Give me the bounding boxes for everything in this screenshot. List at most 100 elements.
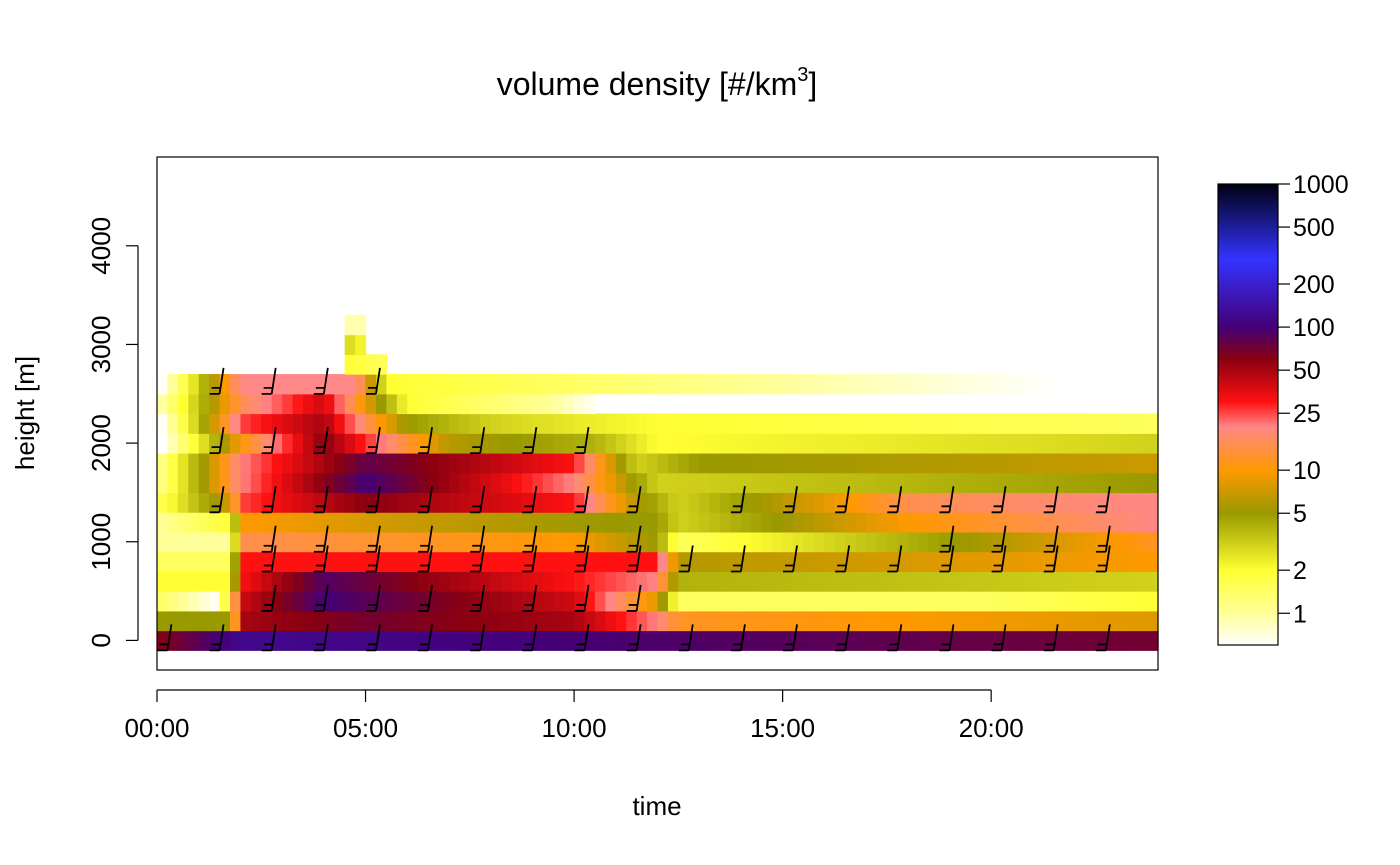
heatmap-cell (886, 571, 898, 592)
wind-barb (574, 624, 590, 652)
heatmap-cell (1085, 630, 1097, 651)
heatmap-cell (365, 492, 377, 513)
heatmap-cell (959, 551, 971, 572)
heatmap-cell (1043, 452, 1055, 474)
heatmap-cell (417, 610, 429, 632)
heatmap-cell (667, 531, 679, 553)
heatmap-cell (647, 374, 659, 395)
heatmap-cell (980, 591, 992, 612)
heatmap-cell (636, 531, 648, 553)
heatmap-cell (1053, 591, 1065, 612)
heatmap-cell (667, 413, 679, 434)
heatmap-cell (396, 610, 408, 632)
heatmap-cell (574, 393, 586, 415)
wind-barb (209, 426, 225, 454)
heatmap-cell (730, 413, 742, 434)
heatmap-cell (417, 630, 429, 651)
heatmap-cell (469, 531, 481, 553)
heatmap-cell (897, 591, 909, 612)
heatmap-cell (678, 591, 690, 612)
heatmap-cell (730, 472, 742, 494)
heatmap-cell (1012, 492, 1024, 513)
heatmap-cell (459, 610, 471, 632)
heatmap-cell (907, 551, 919, 572)
heatmap-cell (699, 452, 711, 474)
heatmap-cell (219, 630, 231, 651)
heatmap-cell (209, 393, 221, 415)
heatmap-cell (949, 531, 961, 553)
heatmap-cell (699, 610, 711, 632)
heatmap-cell (970, 610, 982, 632)
heatmap-cell (730, 591, 742, 612)
heatmap-cell (897, 472, 909, 494)
heatmap-cell (292, 591, 304, 612)
heatmap-cell (469, 551, 481, 572)
heatmap-cell (1105, 551, 1117, 572)
heatmap-cell (928, 610, 940, 632)
heatmap-cell (688, 610, 700, 632)
heatmap-cell (740, 531, 752, 553)
heatmap-cell (1085, 571, 1097, 592)
heatmap-cell (918, 472, 930, 494)
heatmap-cell (490, 610, 502, 632)
heatmap-cell (229, 610, 242, 632)
heatmap-cell (813, 492, 825, 513)
heatmap-cell (386, 452, 398, 474)
heatmap-cell (740, 374, 752, 395)
heatmap-cell (574, 374, 586, 395)
heatmap-cell (751, 571, 763, 592)
heatmap-cell (448, 374, 460, 395)
heatmap-cell (428, 393, 440, 415)
heatmap-cell (501, 551, 513, 572)
heatmap-cell (542, 571, 554, 592)
x-tick-label: 05:00 (333, 713, 398, 743)
heatmap-cell (1064, 571, 1076, 592)
heatmap-cell (344, 630, 356, 651)
heatmap-cell (845, 492, 857, 513)
wind-barb (313, 624, 329, 652)
wind-barb (1043, 486, 1059, 514)
heatmap-cell (636, 512, 648, 533)
heatmap-cell (980, 630, 992, 651)
wind-barb (626, 525, 642, 553)
heatmap-cell (282, 452, 294, 474)
heatmap-cell (250, 610, 262, 632)
heatmap-cell (907, 472, 919, 494)
heatmap-cell (1105, 413, 1117, 434)
heatmap-cell (271, 472, 283, 494)
heatmap-cell (939, 591, 951, 612)
heatmap-cell (866, 433, 878, 454)
heatmap-cell (1064, 472, 1076, 494)
heatmap-cell (469, 591, 481, 612)
heatmap-cell (355, 354, 367, 375)
heatmap-cell (636, 571, 648, 592)
heatmap-cell (229, 374, 242, 395)
heatmap-cell (1012, 472, 1024, 494)
heatmap-cell (813, 610, 825, 632)
heatmap-cell (667, 512, 679, 533)
heatmap-cell (1095, 433, 1107, 454)
heatmap-cell (803, 571, 815, 592)
heatmap-cell (334, 433, 346, 454)
heatmap-cell (793, 591, 805, 612)
heatmap-cell (626, 551, 638, 572)
heatmap-cell (1116, 492, 1128, 513)
heatmap-cell (647, 452, 659, 474)
heatmap-cell (355, 551, 367, 572)
heatmap-cell (886, 413, 898, 434)
heatmap-cell (417, 433, 429, 454)
heatmap-cell (1147, 531, 1159, 553)
heatmap-cell (302, 374, 315, 395)
heatmap-cell (386, 591, 398, 612)
heatmap-cell (219, 531, 231, 553)
heatmap-cell (375, 354, 387, 375)
heatmap-cell (448, 591, 460, 612)
heatmap-cell (772, 492, 784, 513)
heatmap-cell (250, 630, 262, 651)
heatmap-cell (428, 531, 440, 553)
heatmap-cell (761, 591, 773, 612)
heatmap-cell (1095, 413, 1107, 434)
heatmap-cell (907, 374, 919, 395)
heatmap-cell (532, 393, 544, 415)
heatmap-cell (1105, 591, 1117, 612)
